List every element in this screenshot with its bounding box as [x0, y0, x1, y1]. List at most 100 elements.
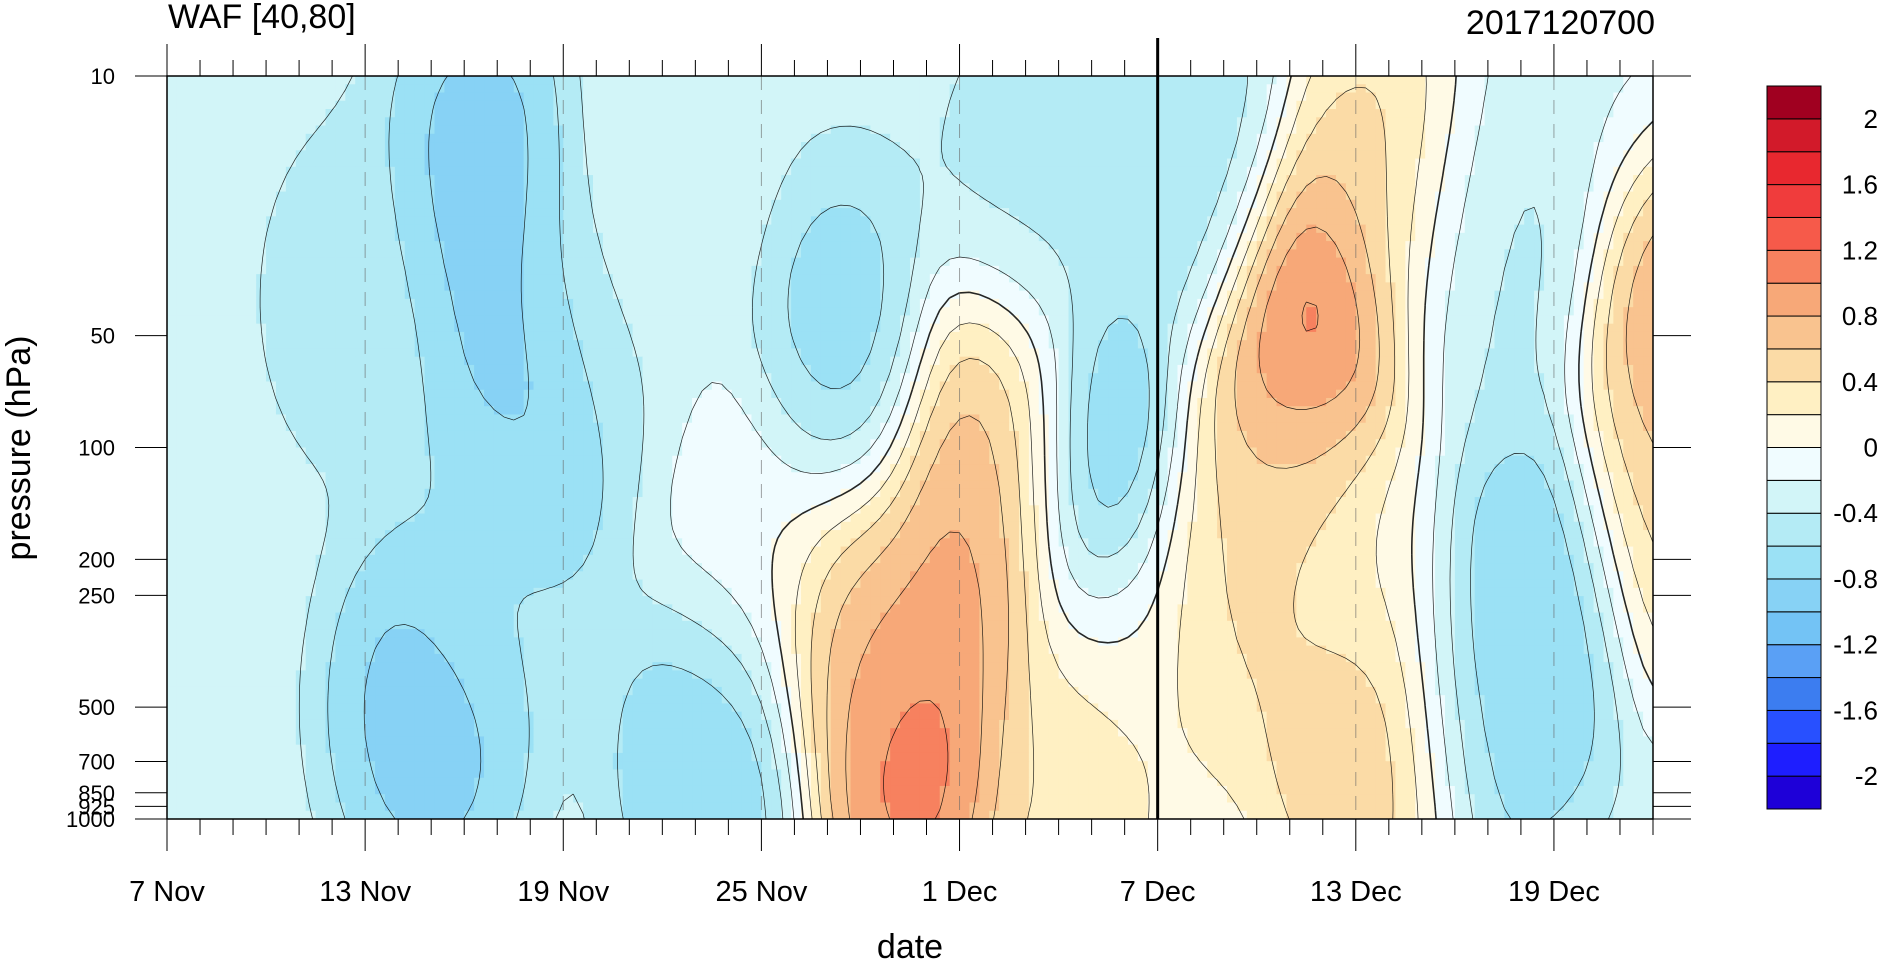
field-cell	[929, 125, 941, 135]
field-cell	[939, 274, 951, 283]
field-cell	[1464, 158, 1476, 168]
field-cell	[365, 216, 376, 226]
field-cell	[1524, 166, 1535, 176]
field-cell	[751, 331, 762, 341]
field-cell	[652, 290, 663, 300]
field-cell	[1633, 323, 1644, 333]
field-cell	[216, 175, 228, 184]
field-cell	[810, 133, 822, 143]
field-cell	[1335, 76, 1347, 85]
field-cell	[1256, 142, 1268, 151]
field-cell	[1306, 125, 1317, 135]
field-cell	[692, 274, 703, 283]
field-cell	[919, 208, 931, 217]
field-cell	[1108, 307, 1119, 317]
field-cell	[1415, 274, 1426, 283]
field-cell	[543, 183, 554, 193]
field-cell	[464, 175, 475, 184]
field-cell	[216, 257, 228, 267]
field-cell	[563, 92, 574, 102]
field-cell	[365, 125, 376, 135]
field-cell	[860, 166, 871, 176]
field-cell	[543, 133, 554, 143]
field-cell	[781, 125, 792, 135]
field-cell	[622, 175, 634, 184]
field-cell	[226, 340, 237, 350]
field-cell	[484, 133, 495, 143]
field-cell	[206, 307, 218, 317]
field-cell	[305, 274, 317, 283]
field-cell	[642, 92, 654, 102]
field-cell	[315, 340, 327, 350]
field-cell	[910, 133, 921, 143]
field-cell	[979, 331, 990, 341]
field-cell	[1583, 298, 1595, 308]
field-cell	[266, 307, 277, 317]
field-cell	[404, 166, 416, 176]
field-cell	[711, 315, 723, 325]
field-cell	[503, 133, 515, 143]
field-cell	[1514, 290, 1525, 300]
field-cell	[464, 92, 475, 102]
field-cell	[444, 125, 455, 135]
field-cell	[910, 158, 921, 168]
field-cell	[375, 298, 386, 308]
field-cell	[1068, 84, 1080, 94]
field-cell	[1306, 109, 1317, 118]
field-cell	[1147, 307, 1159, 317]
field-cell	[1395, 117, 1406, 127]
field-cell	[1494, 100, 1505, 110]
field-cell	[632, 133, 644, 143]
field-cell	[1643, 166, 1653, 176]
field-cell	[1474, 315, 1486, 325]
field-cell	[1187, 183, 1198, 193]
field-cell	[1385, 150, 1397, 160]
field-cell	[464, 340, 475, 350]
field-cell	[622, 340, 634, 350]
field-cell	[949, 331, 961, 341]
field-cell	[810, 166, 822, 176]
field-cell	[1613, 216, 1624, 226]
field-cell	[1078, 166, 1089, 176]
field-cell	[1246, 265, 1258, 275]
field-cell	[256, 100, 267, 110]
field-cell	[1593, 274, 1605, 283]
field-cell	[979, 175, 990, 184]
field-cell	[553, 109, 564, 118]
field-cell	[1464, 76, 1476, 85]
field-cell	[196, 249, 208, 259]
field-cell	[1454, 100, 1466, 110]
field-cell	[484, 257, 495, 267]
field-cell	[1009, 142, 1020, 151]
field-cell	[256, 216, 267, 226]
field-cell	[672, 84, 683, 94]
field-cell	[830, 84, 842, 94]
field-cell	[1306, 241, 1317, 250]
field-cell	[741, 257, 753, 267]
field-cell	[592, 199, 604, 209]
field-cell	[1088, 125, 1099, 135]
field-cell	[543, 125, 554, 135]
field-cell	[1167, 166, 1179, 176]
field-cell	[1118, 175, 1129, 184]
field-cell	[1296, 92, 1307, 102]
field-cell	[880, 224, 891, 234]
field-cell	[523, 76, 535, 85]
field-cell	[1137, 76, 1149, 85]
field-cell	[375, 290, 386, 300]
field-cell	[424, 290, 436, 300]
field-cell	[543, 265, 554, 275]
field-cell	[711, 166, 723, 176]
field-cell	[355, 290, 366, 300]
field-cell	[652, 298, 663, 308]
field-cell	[1098, 315, 1109, 325]
field-cell	[1009, 199, 1020, 209]
field-cell	[295, 249, 307, 259]
field-cell	[1147, 298, 1159, 308]
field-cell	[969, 241, 980, 250]
field-cell	[850, 92, 862, 102]
field-cell	[761, 224, 772, 234]
field-cell	[1068, 183, 1080, 193]
field-cell	[642, 100, 654, 110]
field-cell	[672, 340, 683, 350]
